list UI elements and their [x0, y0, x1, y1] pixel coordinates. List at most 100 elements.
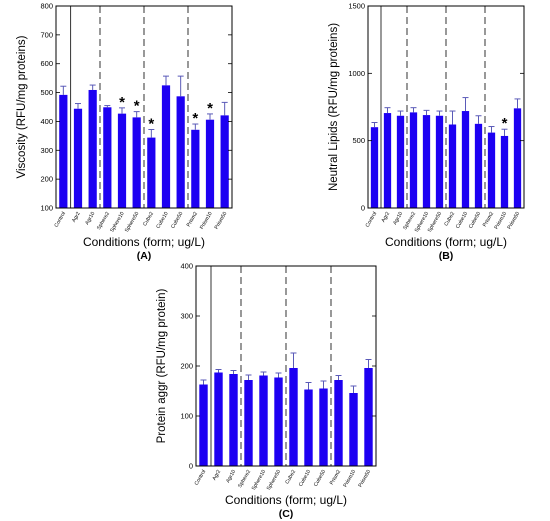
category-label: Cube10 [155, 211, 169, 230]
y-tick-label: 700 [40, 30, 53, 39]
y-tick-label: 300 [180, 312, 193, 321]
panel-label: (A) [137, 250, 152, 262]
y-tick-label: 200 [180, 362, 193, 371]
category-label: Prism10 [343, 469, 358, 489]
x-axis-label: Conditions (form; ug/L) [83, 235, 205, 249]
category-label: Agr2 [212, 469, 223, 482]
bar [304, 389, 313, 466]
bar [191, 129, 200, 208]
bar [176, 96, 185, 208]
category-label: Control [54, 211, 68, 228]
category-label: Cube2 [284, 469, 297, 485]
y-tick-label: 200 [40, 175, 53, 184]
category-label: Prism2 [329, 469, 342, 486]
category-label: Control [194, 469, 208, 486]
bar [334, 380, 343, 466]
category-label: Cube50 [468, 211, 482, 230]
bar [259, 375, 268, 466]
plot-frame [367, 5, 525, 209]
bar [161, 85, 171, 208]
bar [274, 377, 283, 466]
category-label: Sphere10 [251, 469, 268, 492]
category-label: Control [365, 211, 379, 228]
category-label: Agr10 [392, 211, 404, 226]
y-tick-label: 400 [40, 117, 53, 126]
bar [396, 115, 405, 208]
bar [487, 132, 496, 208]
plot-frame [55, 5, 233, 209]
y-tick-label: 400 [180, 262, 193, 271]
y-tick-label: 100 [40, 204, 53, 213]
category-label: Sphere50 [266, 469, 283, 492]
y-tick-label: 1500 [348, 2, 365, 11]
y-tick-label: 600 [40, 59, 53, 68]
panel-label: (C) [279, 508, 294, 520]
significance-star: * [119, 94, 125, 111]
bar [364, 368, 373, 466]
category-label: Cube2 [142, 211, 155, 227]
bar [409, 112, 418, 208]
bar [370, 127, 379, 208]
category-label: Prism50 [358, 469, 373, 489]
bar [349, 393, 358, 466]
category-label: Agr2 [71, 211, 82, 224]
bar [448, 124, 457, 208]
bar [132, 117, 141, 208]
bar [73, 108, 83, 208]
bar [289, 368, 298, 466]
bar [147, 137, 156, 208]
bar [383, 113, 392, 208]
category-label: Cube50 [313, 469, 327, 488]
category-label: Agr10 [84, 211, 96, 226]
category-label: Prism2 [186, 211, 199, 228]
bar [474, 123, 483, 208]
significance-star: * [134, 98, 140, 115]
y-tick-label: 500 [352, 136, 365, 145]
bar [422, 115, 431, 208]
bar [500, 135, 509, 208]
category-label: Sphere2 [237, 469, 252, 489]
y-tick-label: 500 [40, 88, 53, 97]
bar [229, 374, 238, 466]
significance-star: * [192, 110, 198, 127]
bar [103, 107, 112, 208]
x-axis-label: Conditions (form; ug/L) [225, 493, 347, 507]
category-label: Sphere50 [124, 211, 141, 234]
x-axis-label: Conditions (form; ug/L) [385, 235, 507, 249]
category-label: Prism50 [214, 211, 229, 231]
bar [220, 115, 229, 208]
category-label: Prism10 [199, 211, 214, 231]
bar [205, 119, 215, 208]
y-axis-label: Neutral Lipids (RFU/mg proteins) [328, 23, 340, 191]
y-tick-label: 1000 [348, 69, 365, 78]
bar [117, 113, 127, 208]
significance-star: * [207, 100, 213, 117]
y-tick-label: 0 [361, 204, 365, 213]
category-label: Cube2 [443, 211, 456, 227]
y-axis-label: Viscosity (RFU/mg proteins) [16, 35, 28, 178]
panel-label: (B) [439, 250, 454, 262]
bar [214, 372, 223, 466]
y-tick-label: 300 [40, 146, 53, 155]
significance-star: * [148, 116, 154, 133]
y-tick-label: 0 [189, 462, 193, 471]
category-label: Prism2 [482, 211, 495, 228]
category-label: Agr2 [381, 211, 392, 224]
y-tick-label: 800 [40, 2, 53, 11]
bar [59, 94, 68, 208]
category-label: Agr10 [225, 469, 237, 484]
bar [513, 108, 522, 208]
bar [199, 384, 208, 466]
y-axis-label: Protein aggr (RFU/mg protein) [156, 288, 168, 443]
category-label: Cube10 [298, 469, 312, 488]
bar [435, 115, 444, 208]
significance-star: * [502, 115, 508, 132]
bar [319, 388, 328, 466]
y-tick-label: 100 [180, 412, 193, 421]
bar [88, 89, 97, 208]
bar [244, 380, 253, 466]
category-label: Sphere2 [96, 211, 111, 231]
